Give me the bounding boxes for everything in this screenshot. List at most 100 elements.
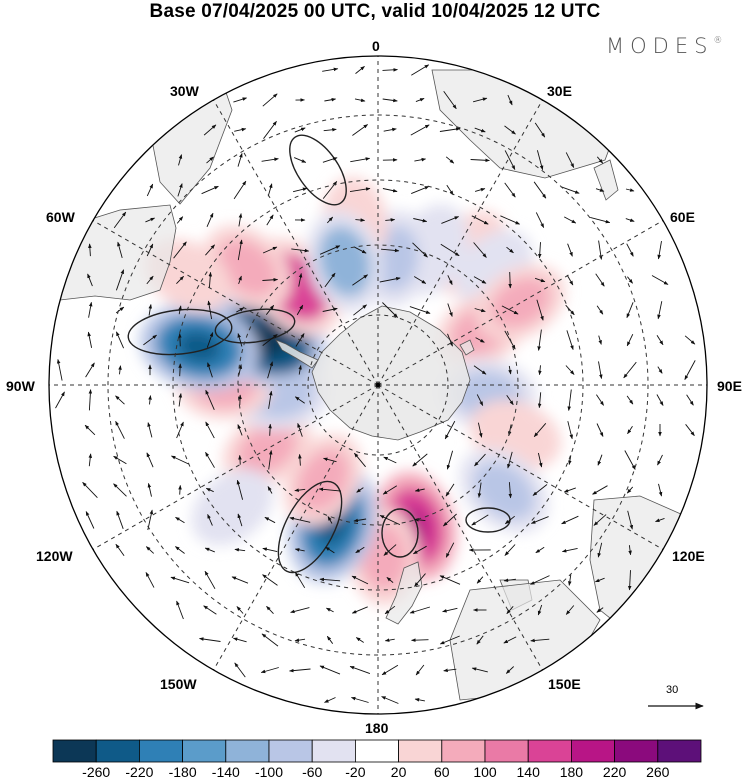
wind-arrow [146, 275, 154, 285]
wind-arrow [474, 453, 486, 467]
wind-arrow [145, 546, 155, 554]
wind-arrow [262, 93, 278, 107]
wind-arrow [414, 573, 426, 587]
wind-arrow [178, 305, 182, 315]
wind-arrow [263, 120, 277, 139]
wind-arrow [626, 243, 634, 257]
wind-arrow [625, 188, 635, 192]
wind-arrow [88, 243, 92, 257]
colorbar-segment [571, 739, 616, 763]
wind-arrow [476, 635, 484, 645]
wind-arrow [294, 396, 305, 404]
wind-arrow [146, 452, 154, 468]
meridian [92, 220, 379, 386]
wind-arrow [565, 304, 575, 316]
wind-arrow [204, 547, 215, 553]
wind-arrow [326, 216, 334, 224]
wind-arrow [115, 306, 125, 314]
wind-arrow [355, 637, 364, 643]
wind-arrow [412, 453, 428, 467]
wind-arrow [415, 664, 425, 676]
wind-arrow [596, 423, 604, 437]
wind-arrow [447, 275, 453, 286]
meridian [213, 99, 379, 386]
wind-arrow [262, 574, 278, 586]
wind-arrow [294, 127, 306, 133]
wind-arrow [537, 242, 542, 259]
wind-arrow [319, 577, 341, 582]
wind-arrow [384, 638, 395, 642]
wind-arrow [561, 547, 578, 553]
wind-arrow [292, 187, 308, 193]
wind-arrow [87, 331, 93, 348]
wind-arrow [324, 272, 336, 288]
wind-arrow [477, 422, 483, 438]
wind-arrow [414, 488, 425, 492]
meridian [377, 384, 543, 671]
wind-arrow [318, 487, 341, 492]
wind-arrow [658, 483, 663, 497]
wind-arrow [175, 546, 185, 554]
wind-arrow [471, 514, 489, 526]
wind-arrow [260, 667, 279, 674]
latitude-circle [172, 179, 584, 591]
wind-arrow [204, 570, 216, 590]
wind-arrow [657, 454, 663, 466]
wind-arrow [445, 542, 455, 558]
wind-arrow [206, 156, 214, 164]
wind-arrow [379, 514, 401, 526]
wind-arrow [381, 664, 399, 676]
wind-arrow [474, 127, 486, 133]
wind-arrow [508, 482, 513, 499]
wind-arrow [326, 635, 334, 644]
wind-arrow [178, 363, 182, 377]
wind-arrow [473, 242, 487, 258]
wind-arrow [381, 696, 399, 704]
anomaly-cell [297, 448, 350, 511]
wind-arrow [385, 218, 396, 222]
wind-arrow [537, 392, 542, 409]
wind-arrow [534, 277, 546, 283]
colorbar-segment [614, 739, 659, 763]
wind-arrow [319, 665, 341, 675]
wind-arrow [353, 518, 367, 523]
wind-arrow [507, 451, 513, 469]
wind-arrow [85, 362, 95, 378]
wind-arrow [355, 546, 365, 554]
wind-arrow [290, 607, 310, 614]
wind-arrow [474, 308, 486, 313]
wind-arrow [530, 575, 550, 585]
wind-arrow [415, 97, 425, 103]
wind-arrow [504, 330, 516, 350]
wind-arrow [352, 274, 368, 286]
wind-arrow [237, 333, 243, 347]
wind-arrow [85, 511, 95, 529]
wind-arrow [231, 576, 249, 584]
wind-arrow [504, 544, 516, 556]
wind-arrow [411, 64, 430, 76]
wind-arrow [87, 273, 93, 287]
wind-arrow [596, 394, 604, 406]
wind-arrow [441, 216, 460, 224]
wind-arrow [266, 214, 274, 226]
colorbar-tick-label: 100 [473, 764, 497, 780]
wind-arrow [386, 577, 394, 583]
wind-arrow [596, 305, 604, 315]
wind-arrow [350, 157, 371, 163]
wind-arrow [685, 424, 695, 437]
wind-arrow [686, 394, 694, 406]
wind-arrow [206, 212, 214, 227]
anomaly-cell [485, 412, 546, 458]
wind-arrow [234, 127, 247, 132]
wind-arrow [116, 510, 124, 529]
wind-arrow [206, 332, 214, 348]
wind-arrow [501, 305, 519, 315]
wind-arrow [536, 150, 544, 171]
colorbar-tick-label: -100 [254, 764, 284, 780]
colorbar-segment [441, 739, 486, 763]
wind-arrow [409, 606, 431, 614]
wind-arrow [207, 362, 213, 378]
wind-arrow [232, 637, 247, 643]
colorbar-tick-label: 180 [559, 764, 584, 780]
wind-arrow [476, 394, 484, 407]
